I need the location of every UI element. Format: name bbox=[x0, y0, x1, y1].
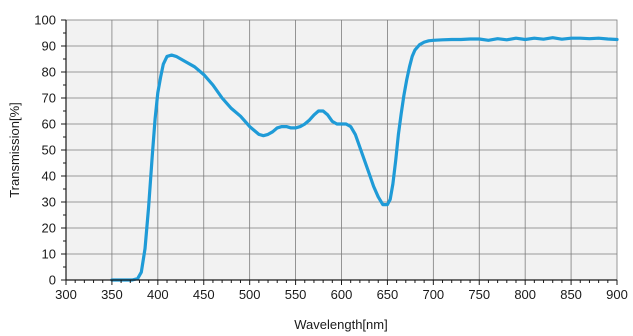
x-tick-label: 850 bbox=[560, 287, 582, 302]
y-tick-label: 60 bbox=[42, 117, 56, 132]
x-tick-label: 650 bbox=[377, 287, 399, 302]
x-axis-title: Wavelength[nm] bbox=[294, 317, 387, 332]
y-tick-label: 20 bbox=[42, 221, 56, 236]
y-tick-label: 10 bbox=[42, 247, 56, 262]
x-tick-label: 700 bbox=[422, 287, 444, 302]
y-tick-label: 40 bbox=[42, 169, 56, 184]
x-tick-label: 800 bbox=[514, 287, 536, 302]
x-tick-label: 600 bbox=[331, 287, 353, 302]
y-tick-label: 80 bbox=[42, 65, 56, 80]
plot-area bbox=[65, 19, 618, 281]
series-line bbox=[110, 36, 619, 282]
x-tick-label: 500 bbox=[239, 287, 261, 302]
x-tick-label: 350 bbox=[101, 287, 123, 302]
x-tick-label: 450 bbox=[193, 287, 215, 302]
y-tick-label: 100 bbox=[34, 13, 56, 28]
y-tick-label: 90 bbox=[42, 39, 56, 54]
axes: 300 350 400 450 500 550 600 650 700 750 800 850 900 0… bbox=[34, 13, 628, 303]
y-axis-title: Transmission[%] bbox=[7, 102, 22, 198]
x-tick-label: 400 bbox=[147, 287, 169, 302]
x-tick-label: 550 bbox=[285, 287, 307, 302]
x-tick-label: 300 bbox=[55, 287, 77, 302]
y-tick-label: 70 bbox=[42, 91, 56, 106]
y-tick-label: 30 bbox=[42, 195, 56, 210]
series-layer bbox=[110, 36, 619, 282]
y-tick-label: 0 bbox=[49, 273, 56, 288]
x-tick-label: 900 bbox=[606, 287, 628, 302]
x-tick-label: 750 bbox=[468, 287, 490, 302]
y-tick-label: 50 bbox=[42, 143, 56, 158]
